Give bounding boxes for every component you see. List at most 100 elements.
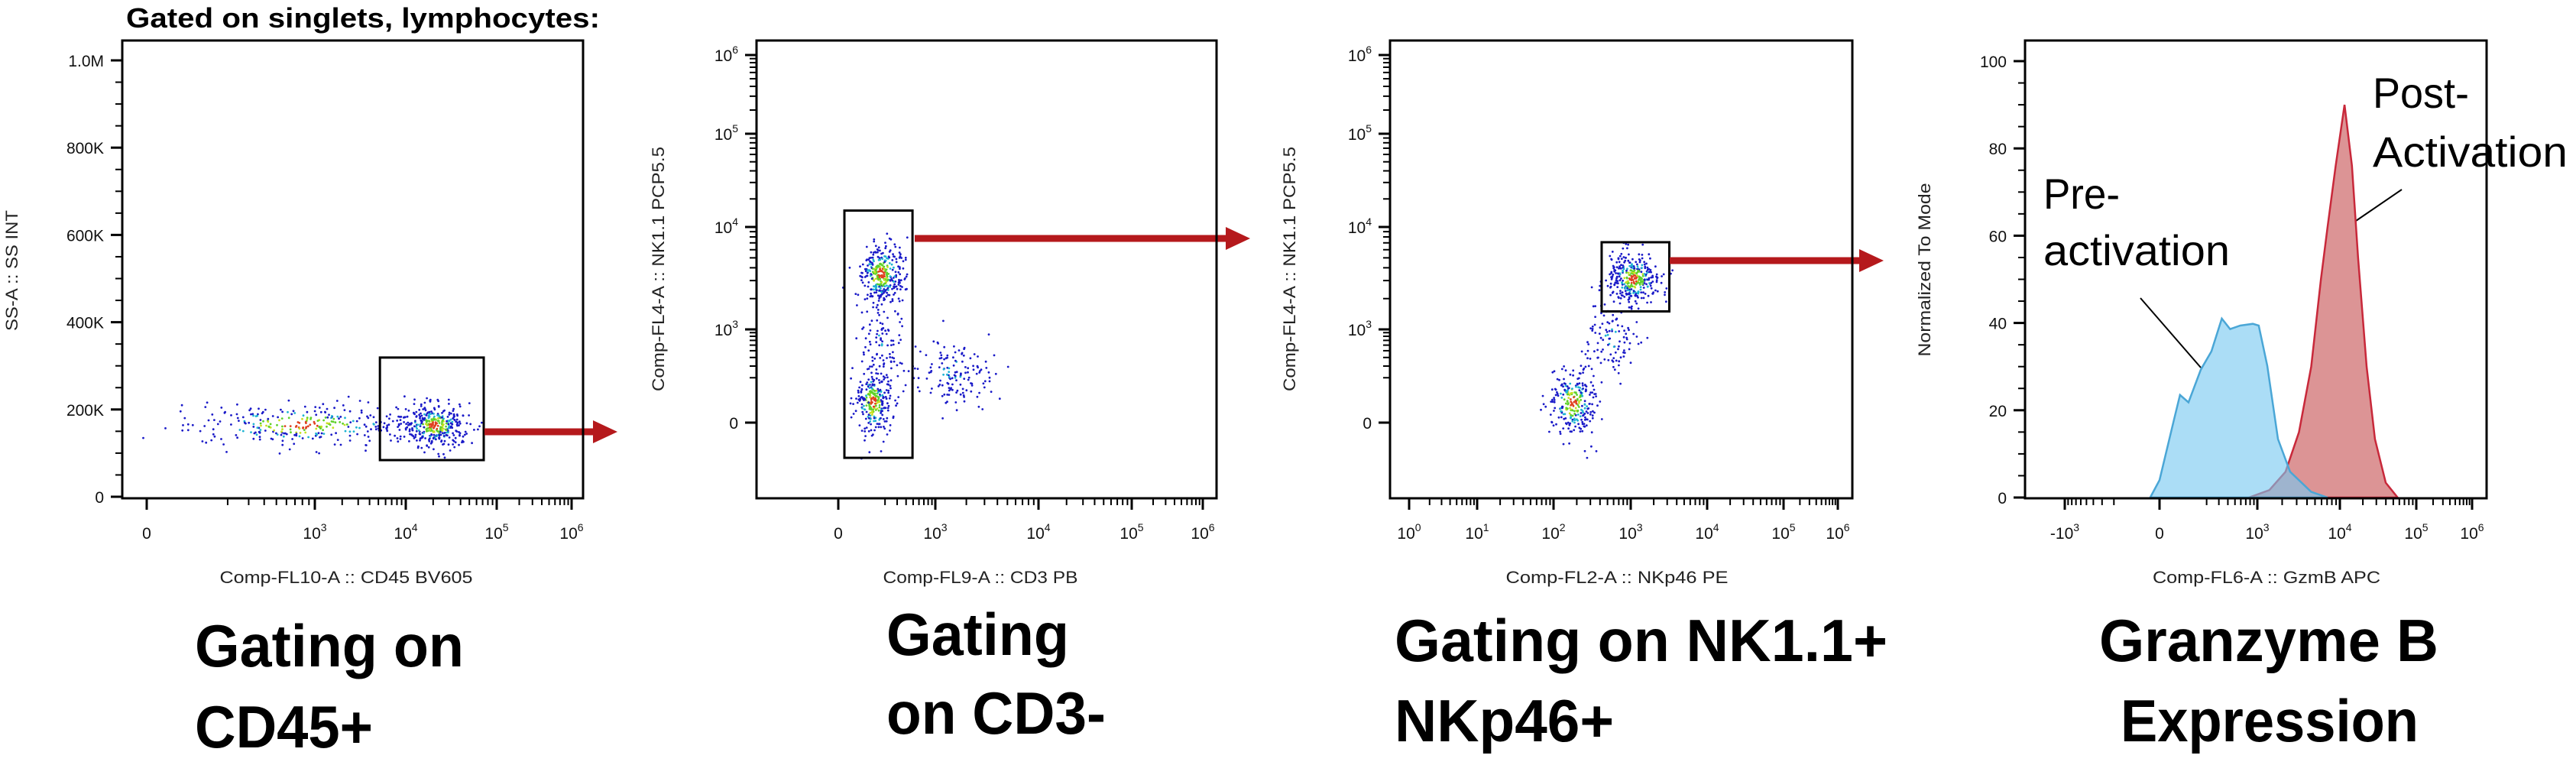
event-dot (399, 419, 402, 421)
event-dot (1626, 247, 1628, 250)
tick-label-exponent: 3 (732, 318, 738, 330)
event-dot (1570, 398, 1572, 400)
event-dot (858, 386, 860, 389)
event-dot (1628, 261, 1631, 264)
event-dot (299, 432, 302, 434)
event-dot (859, 265, 861, 268)
event-dot (885, 268, 888, 271)
event-dot (433, 430, 436, 433)
event-dot (1617, 258, 1620, 261)
event-dot (1594, 316, 1597, 318)
event-dot (387, 423, 390, 426)
event-dot (1619, 290, 1622, 292)
event-dot (866, 381, 869, 384)
tick-label: 0 (142, 525, 151, 543)
event-dot (886, 344, 889, 347)
event-dot (1581, 410, 1584, 412)
event-dot (889, 275, 892, 277)
event-dot (390, 439, 392, 442)
event-dot (888, 237, 891, 240)
event-dot (1645, 262, 1648, 265)
event-dot (1649, 284, 1652, 287)
event-dot (1628, 253, 1630, 256)
event-dot (363, 423, 366, 426)
event-dot (1584, 390, 1587, 393)
event-dot (280, 408, 282, 411)
event-dot (317, 432, 320, 435)
event-dot (1602, 339, 1605, 342)
event-dot (1562, 393, 1565, 396)
event-dot (1617, 296, 1620, 299)
gate-rect[interactable] (1600, 241, 1671, 313)
event-dot (851, 367, 854, 369)
event-dot (860, 390, 863, 393)
tick-label-exponent: 4 (412, 521, 418, 533)
event-dot (1603, 303, 1606, 306)
event-dot (318, 426, 321, 429)
event-dot (1589, 327, 1593, 329)
event-dot (861, 410, 864, 413)
event-dot (961, 391, 964, 394)
event-dot (278, 419, 280, 422)
event-dot (360, 409, 363, 412)
event-dot (450, 425, 452, 428)
event-dot (1596, 404, 1599, 407)
event-dot (897, 271, 900, 274)
event-dot (880, 303, 883, 306)
x-axis-title-nkp46: Comp-FL2-A :: NKp46 PE (1506, 568, 1729, 587)
event-dot (1621, 325, 1624, 328)
event-dot (1578, 406, 1580, 408)
event-dot (880, 372, 883, 375)
event-dot (376, 407, 379, 410)
event-dot (901, 286, 903, 288)
event-dot (865, 410, 868, 413)
event-dot (1576, 419, 1580, 422)
event-dot (872, 405, 875, 408)
event-dot (465, 433, 468, 435)
event-dot (867, 281, 870, 284)
tick-label-base: 400K (66, 315, 104, 332)
event-dot (241, 416, 245, 419)
event-dot (455, 418, 458, 421)
event-dot (871, 256, 874, 259)
gate-rect[interactable] (843, 209, 914, 459)
event-dot (891, 268, 894, 271)
event-dot (315, 451, 318, 453)
event-dot (1583, 449, 1586, 452)
tick-label-exponent: 5 (732, 122, 738, 135)
tick-label: 105 (2404, 521, 2428, 543)
gate-rect[interactable] (378, 356, 485, 462)
event-dot (883, 291, 885, 294)
event-dot (882, 284, 884, 287)
event-dot (1578, 389, 1581, 391)
event-dot (1549, 413, 1552, 416)
event-dot (374, 426, 377, 428)
tick-label-base: 80 (1989, 141, 2007, 158)
event-dot (438, 437, 441, 440)
event-dot (1566, 407, 1569, 410)
event-dot (320, 432, 323, 435)
tick-label: 800K (66, 140, 104, 157)
tick-label-base: 800K (66, 140, 104, 157)
event-dot (873, 291, 876, 294)
event-dot (893, 255, 895, 258)
event-dot (889, 267, 892, 270)
event-dot (318, 407, 321, 409)
event-dot (213, 435, 216, 438)
event-dot (235, 413, 238, 416)
event-dot (448, 436, 451, 439)
tick-label-exponent: 6 (2478, 521, 2484, 533)
tick-label-base: 0 (2155, 525, 2164, 543)
event-dot (429, 435, 432, 438)
event-dot (287, 399, 290, 402)
event-dot (1548, 430, 1550, 433)
event-dot (1553, 397, 1555, 400)
event-dot (880, 276, 883, 278)
event-dot (867, 422, 870, 424)
event-dot (1643, 278, 1646, 281)
event-dot (1625, 269, 1628, 272)
event-dot (1650, 287, 1653, 290)
event-dot (875, 336, 878, 339)
event-dot (918, 390, 921, 393)
event-dot (302, 414, 305, 417)
